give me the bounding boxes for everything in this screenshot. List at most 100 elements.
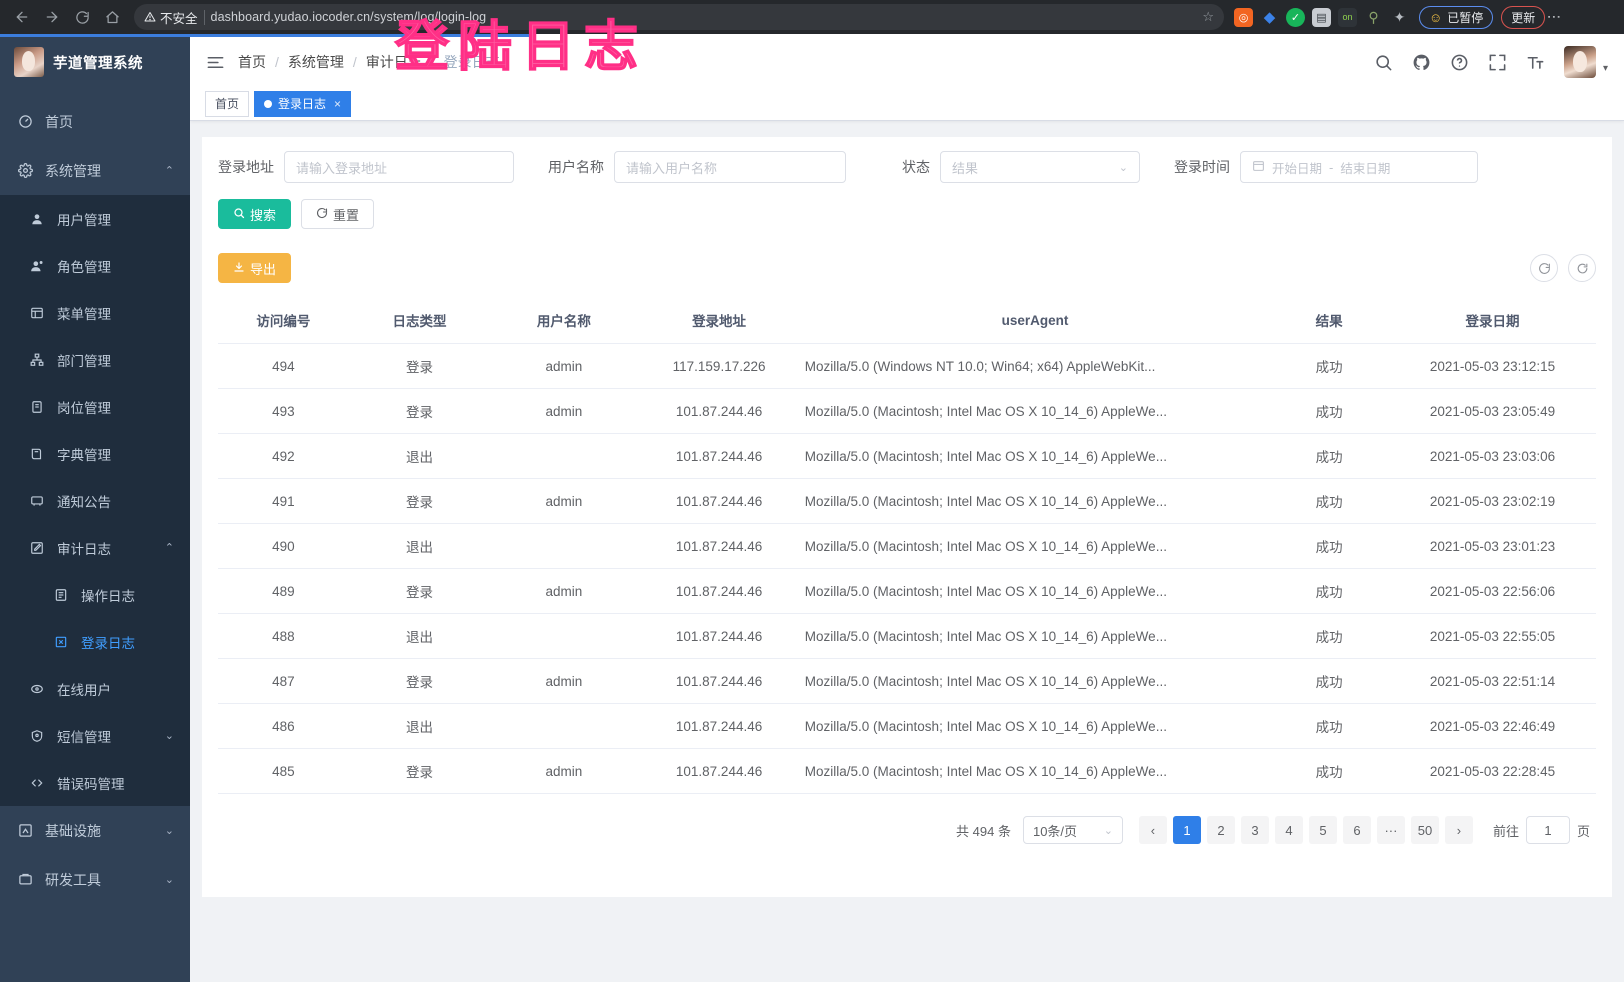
sidebar-item-posts[interactable]: 岗位管理 [0,383,190,430]
table-row[interactable]: 490 退出 101.87.244.46 Mozilla/5.0 (Macintosh… [218,523,1596,569]
sidebar-item-audit-log[interactable]: 审计日志 ⌃ [0,524,190,571]
sidebar-item-sms[interactable]: 短信管理 ⌄ [0,712,190,759]
username-input[interactable]: 请输入用户名称 [614,151,846,183]
refresh-circle-icon[interactable] [1530,254,1558,282]
brand[interactable]: 芋道管理系统 [0,37,190,87]
breadcrumb-item-home[interactable]: 首页 [238,54,266,70]
search-button[interactable]: 搜索 [218,199,292,229]
sidebar-item-dictionary[interactable]: 字典管理 [0,430,190,477]
forward-arrow-icon[interactable] [38,3,66,31]
pagination-page-last[interactable]: 50 [1410,816,1439,844]
sidebar-item-system[interactable]: 系统管理 ⌃ [0,146,190,195]
megaphone-icon [28,494,46,508]
table-row[interactable]: 494 登录 admin 117.159.17.226 Mozilla/5.0 (Win… [218,343,1596,389]
pagination-page-1[interactable]: 1 [1172,816,1201,844]
cell-log-type: 登录 [348,748,491,794]
page-size-select[interactable]: 10条/页 ⌄ [1022,816,1123,844]
sidebar-item-notices[interactable]: 通知公告 [0,477,190,524]
sidebar-item-login-log[interactable]: 登录日志 [0,618,190,665]
cell-user-agent: Mozilla/5.0 (Macintosh; Intel Mac OS X 1… [800,433,1270,479]
table-row[interactable]: 487 登录 admin 101.87.244.46 Mozilla/5.0 (Maci… [218,658,1596,704]
sidebar-item-home[interactable]: 首页 [0,97,190,146]
sidebar-item-label: 菜单管理 [57,306,111,322]
tag-home[interactable]: 首页 [205,90,250,117]
sidebar-item-label: 登录日志 [81,635,135,651]
login-time-daterange[interactable]: 开始日期 - 结束日期 [1240,151,1478,183]
table-row[interactable]: 486 退出 101.87.244.46 Mozilla/5.0 (Macintosh… [218,703,1596,749]
cell-result: 成功 [1269,658,1389,704]
cell-result: 成功 [1269,568,1389,614]
close-icon[interactable]: × [334,96,342,111]
ext-notes-icon[interactable]: ▤ [1312,7,1331,27]
table-row[interactable]: 485 登录 admin 101.87.244.46 Mozilla/5.0 (Maci… [218,748,1596,794]
paused-badge[interactable]: ☺ 已暂停 [1419,5,1494,29]
star-icon[interactable]: ☆ [1202,9,1214,24]
sidebar-item-infrastructure[interactable]: 基础设施 ⌄ [0,806,190,855]
sidebar-item-departments[interactable]: 部门管理 [0,336,190,383]
sidebar-item-error-code[interactable]: 错误码管理 [0,759,190,806]
pagination-ellipsis[interactable]: ··· [1376,816,1405,844]
table-row[interactable]: 491 登录 admin 101.87.244.46 Mozilla/5.0 (Maci… [218,478,1596,524]
ext-orange-circle-icon[interactable]: ◎ [1234,7,1253,27]
export-button[interactable]: 导出 [218,253,292,283]
ext-pin-icon[interactable]: ⚲ [1368,8,1379,25]
fullscreen-icon[interactable] [1488,53,1507,72]
cell-login-date: 2021-05-03 22:46:49 [1388,703,1596,749]
reload-icon[interactable] [68,3,96,31]
sidebar-item-roles[interactable]: 角色管理 [0,242,190,289]
navbar-actions: ▾ [1374,46,1608,78]
breadcrumb-item-system[interactable]: 系统管理 [287,54,344,70]
ext-green-check-icon[interactable]: ✓ [1286,7,1305,27]
avatar[interactable] [1563,46,1596,78]
sidebar-item-online-users[interactable]: 在线用户 [0,665,190,712]
login-address-input[interactable]: 请输入登录地址 [284,151,514,183]
jump-page-input[interactable]: 1 [1525,816,1570,844]
pagination-page-3[interactable]: 3 [1240,816,1269,844]
search-icon[interactable] [1374,53,1393,72]
pagination-page-5[interactable]: 5 [1308,816,1337,844]
cell-user-agent: Mozilla/5.0 (Macintosh; Intel Mac OS X 1… [800,523,1270,569]
font-size-icon[interactable] [1526,53,1545,72]
pagination-page-6[interactable]: 6 [1342,816,1371,844]
chevron-down-icon[interactable]: ▾ [1602,62,1608,74]
breadcrumb-separator: / [352,54,357,70]
hamburger-icon[interactable] [206,53,225,72]
tag-login-log[interactable]: 登录日志 × [254,90,352,117]
sidebar-item-operation-log[interactable]: 操作日志 [0,571,190,618]
cell-login-date: 2021-05-03 23:05:49 [1388,388,1596,434]
sidebar-item-menus[interactable]: 菜单管理 [0,289,190,336]
pagination-page-4[interactable]: 4 [1274,816,1303,844]
cell-login-date: 2021-05-03 22:55:05 [1388,613,1596,659]
update-badge[interactable]: 更新 [1501,5,1546,29]
ext-on-badge-icon[interactable]: on [1338,7,1357,27]
table-row[interactable]: 492 退出 101.87.244.46 Mozilla/5.0 (Macintosh… [218,433,1596,479]
security-indicator[interactable]: 不安全 [144,8,198,27]
breadcrumb-item-audit[interactable]: 审计日志 [365,54,422,70]
ext-puzzle-icon[interactable]: ✦ [1393,8,1406,25]
pagination-page-2[interactable]: 2 [1206,816,1235,844]
ext-blue-diamond-icon[interactable]: ◆ [1263,9,1276,26]
address-bar[interactable]: 不安全 dashboard.yudao.iocoder.cn/system/lo… [134,4,1224,30]
github-icon[interactable] [1412,53,1431,72]
paused-label: 已暂停 [1447,10,1484,25]
status-select[interactable]: 结果 ⌄ [940,151,1140,183]
home-icon[interactable] [98,3,126,31]
pagination-prev-button[interactable]: ‹ [1138,816,1167,844]
table-row[interactable]: 493 登录 admin 101.87.244.46 Mozilla/5.0 (Maci… [218,388,1596,434]
pagination-next-button[interactable]: › [1444,816,1473,844]
back-arrow-icon[interactable] [8,3,36,31]
table-row[interactable]: 489 登录 admin 101.87.244.46 Mozilla/5.0 (Maci… [218,568,1596,614]
cell-username: admin [490,388,638,434]
table-row[interactable]: 488 退出 101.87.244.46 Mozilla/5.0 (Macintosh… [218,613,1596,659]
input-placeholder: 请输入登录地址 [296,160,388,176]
help-icon[interactable] [1450,53,1469,72]
sidebar-item-dev-tools[interactable]: 研发工具 ⌄ [0,855,190,904]
th-access-id: 访问编号 [218,297,349,344]
pagination: 共 494 条 10条/页 ⌄ ‹ 1 2 3 4 5 6 [218,794,1596,858]
column-settings-icon[interactable] [1568,254,1596,282]
kebab-menu-icon[interactable]: ⋮ [1546,9,1563,25]
download-icon [233,261,245,276]
sidebar-item-users[interactable]: 用户管理 [0,195,190,242]
sidebar-item-label: 研发工具 [45,871,101,888]
reset-button[interactable]: 重置 [301,199,375,229]
